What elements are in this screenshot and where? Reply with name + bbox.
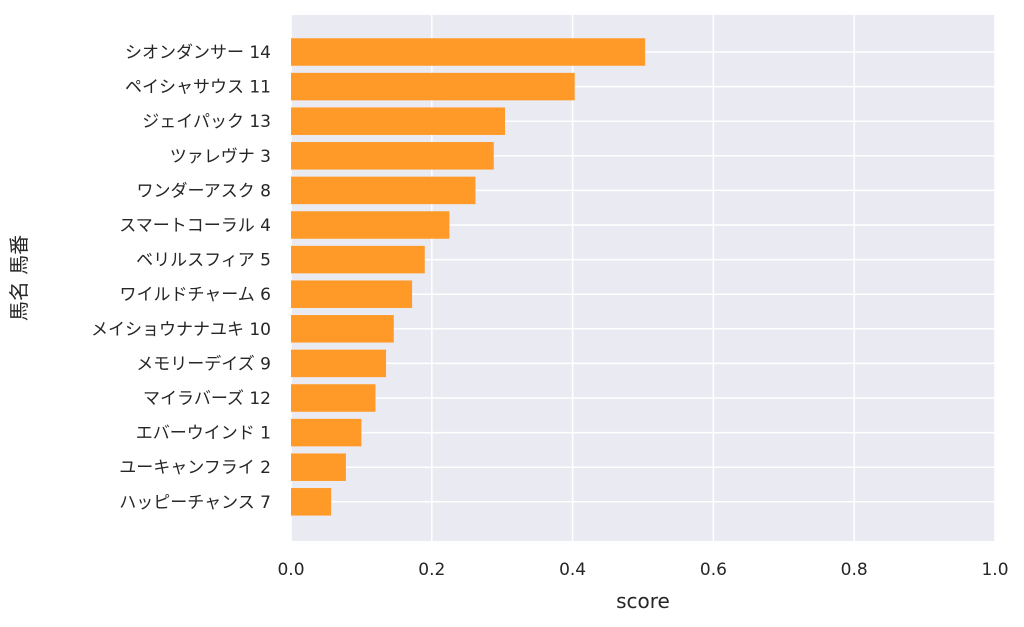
x-tick-label: 0.2: [418, 560, 445, 580]
x-tick-label: 0.4: [559, 560, 586, 580]
y-tick-label: シオンダンサー 14: [125, 43, 271, 63]
bar: [291, 453, 346, 481]
x-tick-label: 0.6: [700, 560, 727, 580]
x-tick-label: 1.0: [981, 560, 1008, 580]
y-tick-label: メモリーデイズ 9: [136, 353, 271, 374]
x-tick-label: 0.8: [841, 560, 868, 580]
y-tick-label: スマートコーラル 4: [119, 216, 271, 236]
bar: [291, 211, 450, 239]
bar: [291, 72, 575, 101]
x-axis-label: score: [616, 589, 670, 613]
bar: [291, 245, 425, 274]
bar: [291, 280, 413, 308]
y-tick-label: ペイシャサウス 11: [125, 78, 271, 98]
bars: [291, 38, 646, 516]
x-tick-label: 0.0: [277, 560, 304, 580]
y-tick-labels: シオンダンサー 14 ペイシャサウス 11 ジェイパック 13 ツァレヴナ 3 ワンダー…: [91, 43, 271, 513]
x-tick-labels: 0.0 0.2 0.4 0.6 0.8 1.0: [277, 560, 1008, 580]
bar: [291, 488, 332, 516]
bar: [291, 315, 394, 343]
bar: [291, 142, 494, 170]
y-tick-label: メイショウナナユキ 10: [91, 320, 271, 340]
bar: [291, 38, 646, 66]
y-tick-label: ジェイパック 13: [142, 112, 271, 132]
bar: [291, 176, 476, 205]
y-tick-label: ハッピーチャンス 7: [119, 493, 271, 513]
y-tick-label: ツァレヴナ 3: [170, 147, 271, 167]
plot-background: [291, 15, 995, 541]
y-axis-label: 馬名 馬番: [7, 235, 31, 321]
bar: [291, 384, 376, 412]
y-tick-label: ベリルスフィア 5: [136, 251, 271, 271]
y-tick-label: ワイルドチャーム 6: [119, 285, 271, 305]
bar: [291, 349, 387, 378]
bar: [291, 107, 506, 135]
y-tick-label: エバーウインド 1: [136, 424, 271, 444]
y-tick-label: マイラバーズ 12: [143, 389, 271, 409]
y-tick-label: ユーキャンフライ 2: [119, 458, 271, 478]
y-tick-label: ワンダーアスク 8: [136, 181, 271, 201]
bar: [291, 418, 362, 447]
